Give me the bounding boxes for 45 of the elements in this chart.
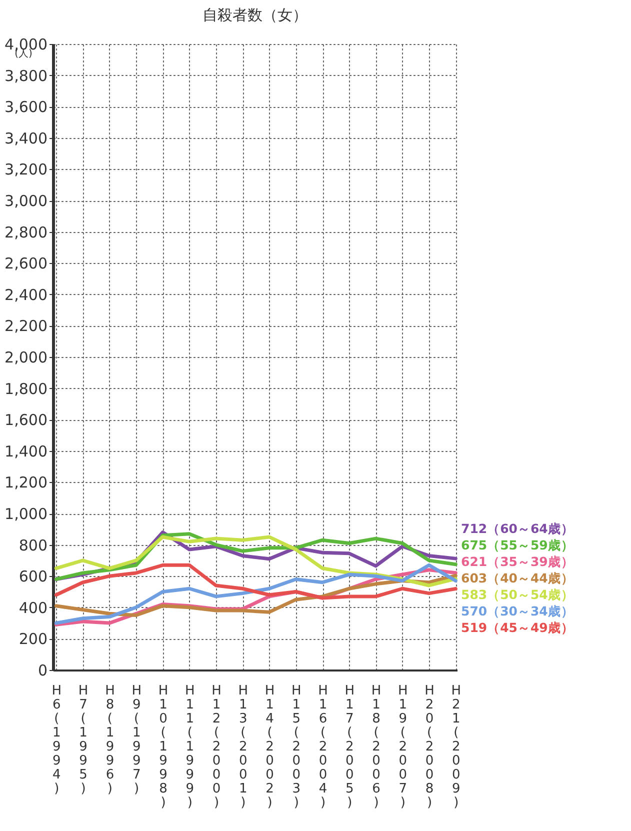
series-label: 603（40～44歳） [461, 570, 574, 586]
y-tick-label: 3,200 [4, 160, 48, 179]
y-tick-label: 800 [18, 536, 48, 554]
y-tick-label: 3,000 [4, 192, 48, 210]
category-label: H21(2009) [451, 684, 462, 810]
text: 519（45～49歳） [461, 620, 574, 636]
y-tick-label: 0 [38, 662, 48, 680]
series-label: 675（55～59歳） [461, 538, 574, 553]
category-label: H15(2003) [291, 684, 302, 810]
y-tick-label: 2,600 [4, 254, 48, 273]
y-tick-label: 400 [18, 598, 48, 617]
y-tick-label: 2,400 [4, 286, 48, 304]
series-label: 570（30～34歳） [461, 604, 574, 619]
y-tick-label: 3,400 [4, 129, 48, 148]
y-tick-label: 2,800 [4, 223, 48, 242]
x-tick-label: H7(1995) [78, 684, 88, 796]
x-tick-label: H8(1996) [105, 684, 115, 796]
y-tick-label: 1,400 [4, 442, 48, 460]
y-tick-label: 600 [18, 568, 48, 586]
y-tick-label: 3,600 [4, 98, 48, 116]
category-label: H10(1998) [158, 684, 168, 810]
category-label: H20(2008) [424, 684, 434, 810]
category-label: H11(1999) [184, 684, 195, 810]
category-label: H17(2005) [344, 684, 355, 810]
y-tick-label: 1,800 [4, 380, 48, 398]
line-series [54, 563, 458, 600]
category-label: H18(2006) [371, 684, 382, 810]
series-label: 712（60～64歳） [461, 521, 574, 536]
series-label: 621（35～39歳） [461, 554, 574, 570]
category-label: H16(2004) [318, 684, 328, 810]
y-tick-label: 2,000 [4, 348, 48, 366]
y-tick-label: 1,200 [4, 474, 48, 492]
category-label: H12(2000) [212, 684, 222, 810]
x-tick-label: H9(1997) [132, 684, 142, 796]
chart-title: 自殺者数（女） [202, 6, 308, 24]
y-tick-label: 1,600 [4, 411, 48, 430]
y-tick-label: 3,800 [4, 66, 48, 85]
y-tick-label: 2,200 [4, 317, 48, 336]
y-tick-label: 200 [18, 630, 48, 648]
category-label: H13(2001) [238, 684, 248, 810]
x-tick-label: H6(1994) [52, 684, 62, 796]
y-tick-label: 1,000 [4, 505, 48, 523]
category-label: H19(2007) [398, 684, 408, 810]
series-label: 583（50～54歳） [461, 587, 574, 602]
category-label: H14(2002) [264, 684, 275, 810]
